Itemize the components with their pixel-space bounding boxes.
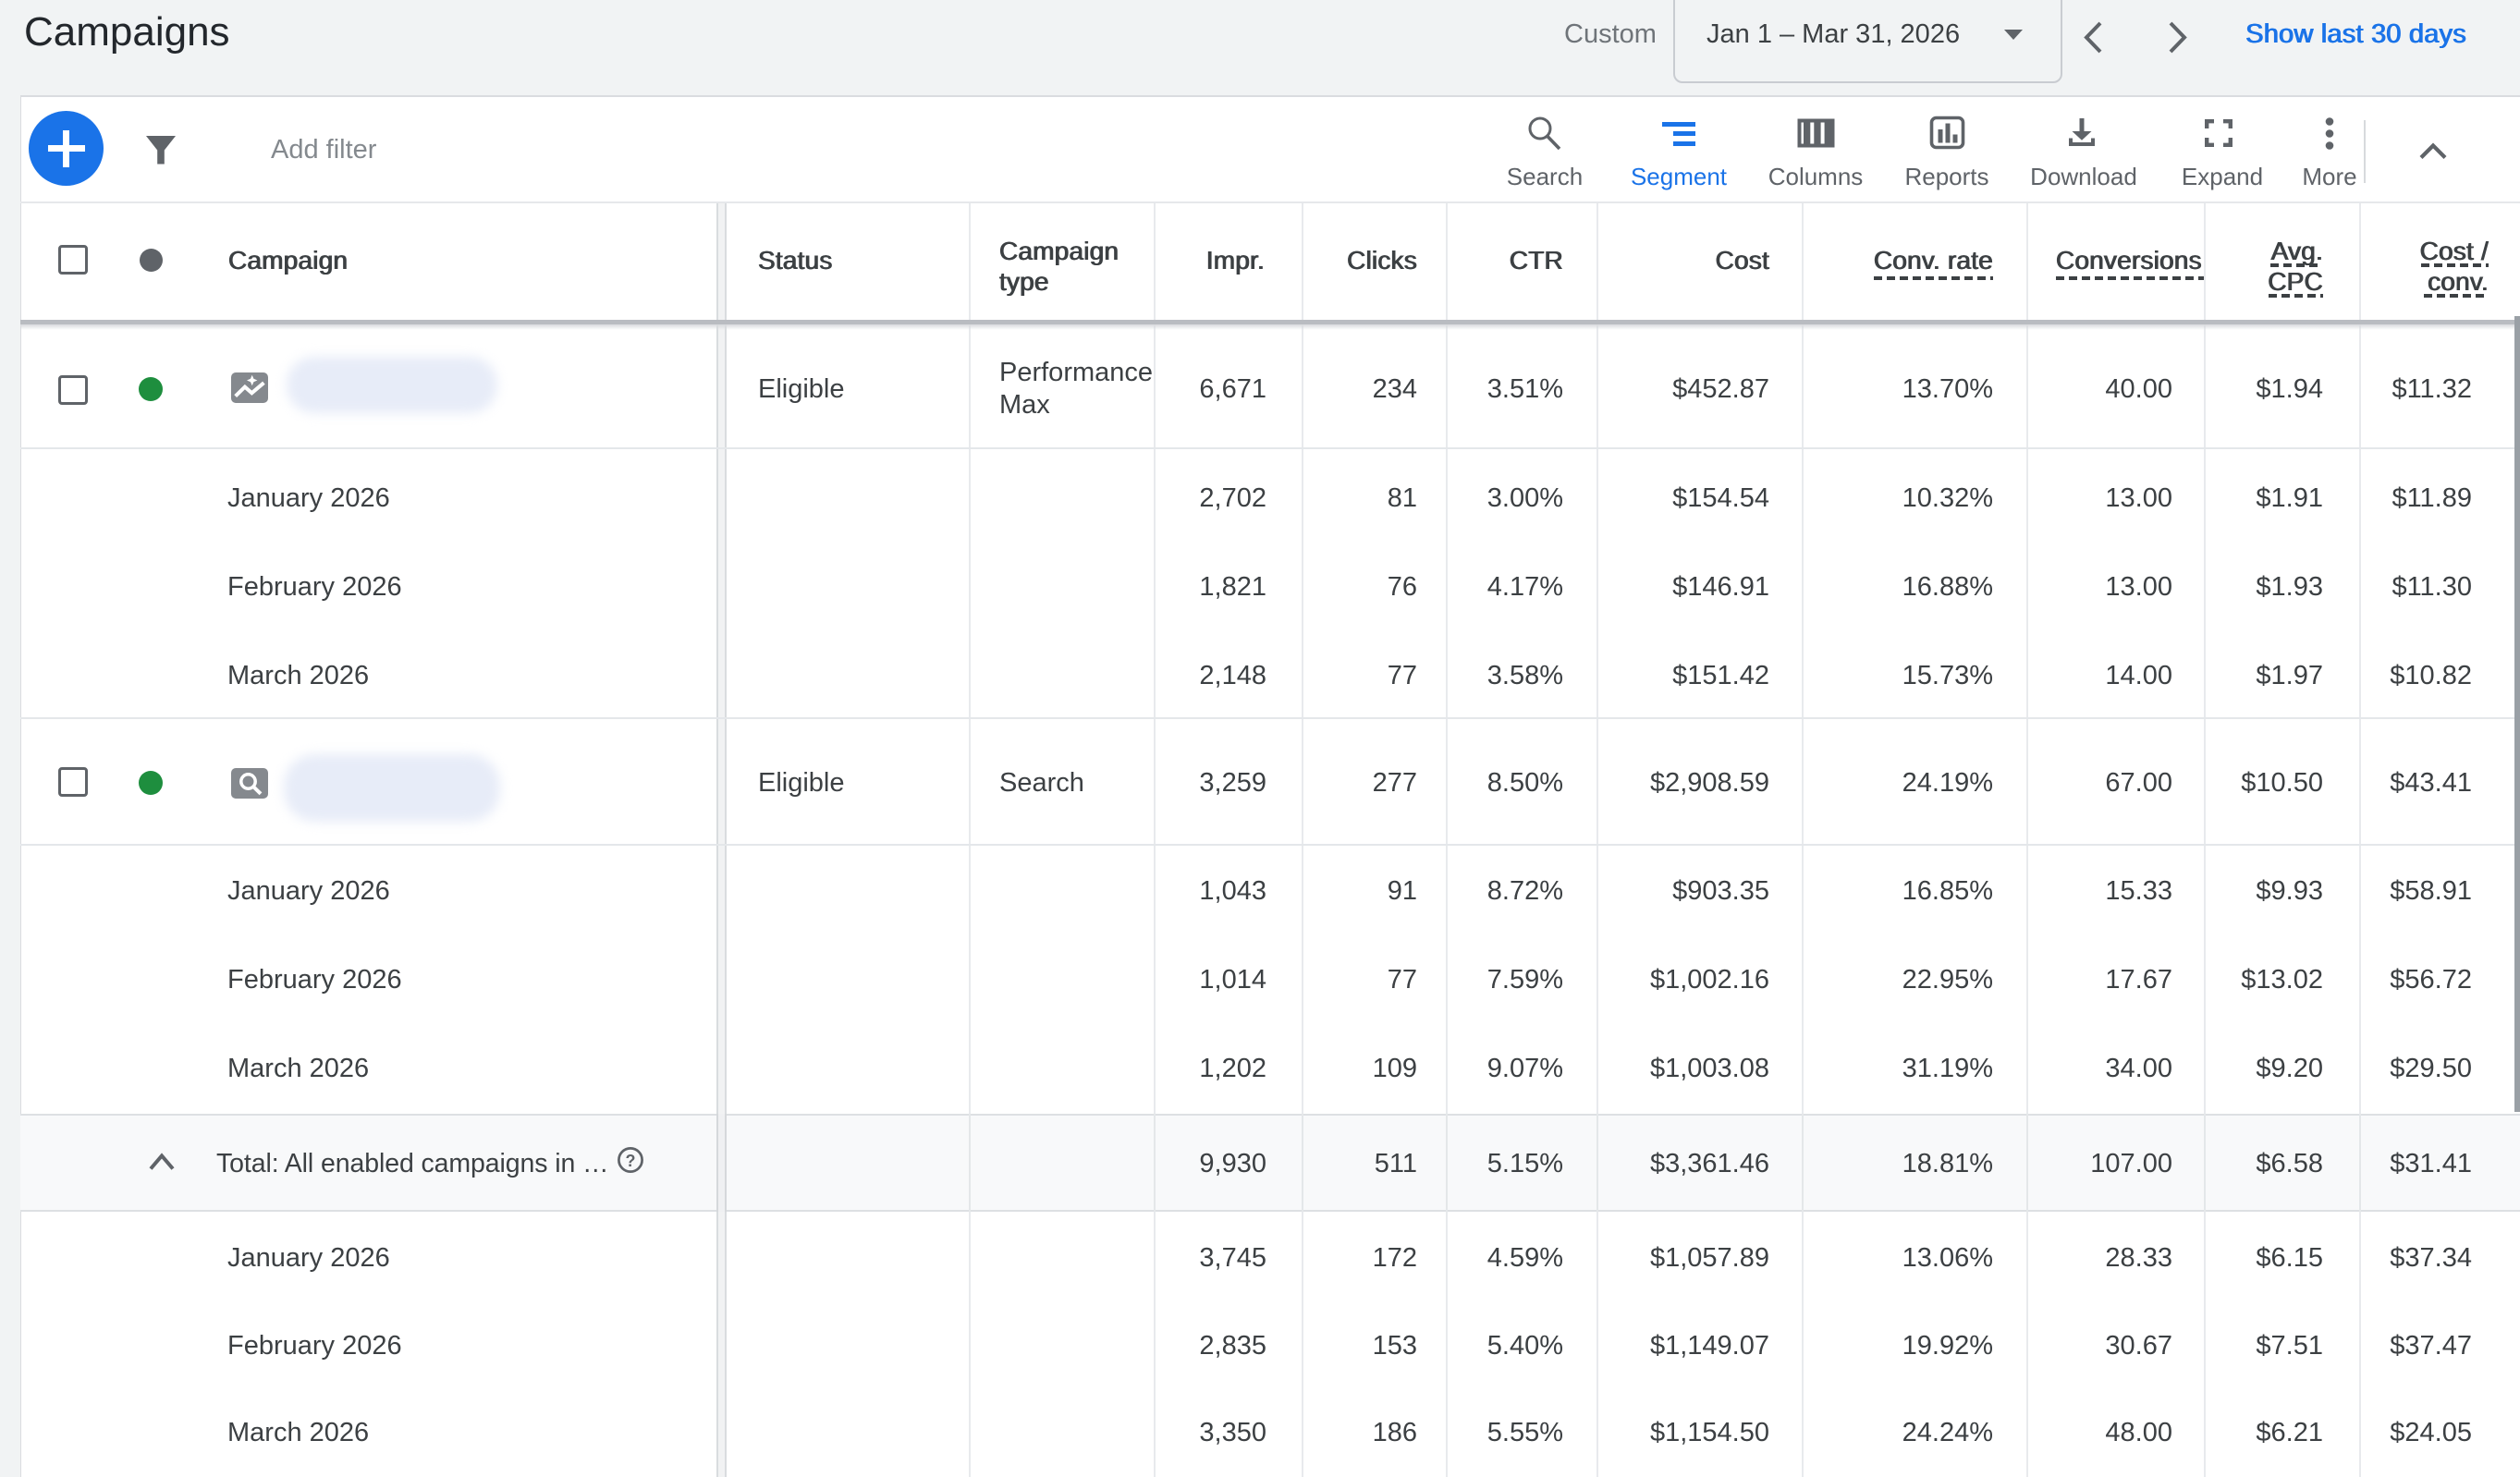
svg-text:?: ? — [626, 1152, 636, 1170]
